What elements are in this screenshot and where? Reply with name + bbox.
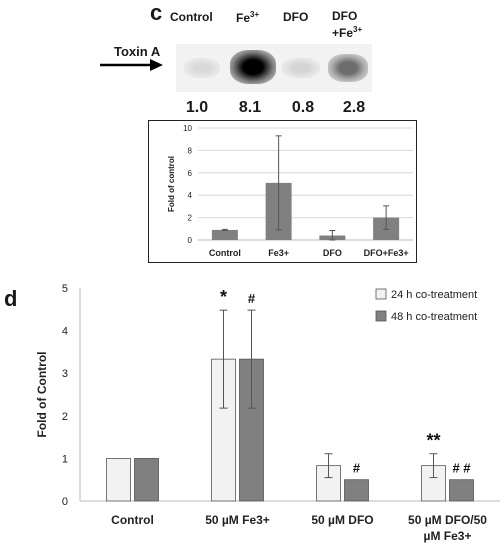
chart-d-y-axis-label: Fold of Control — [35, 352, 49, 438]
chart-d-ytick-label: 0 — [62, 496, 68, 508]
chart-d-legend-label: 48 h co-treatment — [391, 311, 477, 323]
chart-c: 0 2 4 6 8 10 Fold of control Control Fe3+ DFO DFO+… — [148, 120, 417, 263]
chart-c-ytick-label: 2 — [188, 214, 193, 223]
chart-d-significance-mark: # — [248, 291, 256, 306]
chart-d-ytick-label: 1 — [62, 453, 68, 465]
blot-label: Toxin A — [114, 44, 161, 59]
panel-c-label: c — [150, 0, 163, 25]
chart-d-legend-swatch — [375, 310, 387, 322]
band-fe — [230, 50, 276, 84]
chart-d-legend-swatch — [375, 288, 387, 300]
lane-label-dfo: DFO — [283, 10, 309, 24]
chart-d-ytick-label: 5 — [62, 283, 68, 295]
chart-c-category-label: Control — [209, 248, 241, 258]
panel-d-label: d — [4, 286, 18, 311]
chart-c-ytick-label: 0 — [188, 236, 193, 245]
lane-label-control: Control — [170, 10, 213, 24]
chart-d-significance-mark: * — [220, 287, 227, 307]
chart-d-ytick-label: 3 — [62, 368, 68, 380]
chart-d-category-label: 50 µM DFO — [311, 513, 373, 527]
band-control — [184, 58, 220, 78]
band-dfo — [282, 58, 320, 78]
chart-d-category-label: 50 µM DFO/50 — [408, 513, 487, 527]
chart-d-significance-mark: # — [353, 461, 361, 476]
arrow-right-icon — [100, 59, 163, 71]
chart-d-bar — [106, 457, 131, 502]
chart-d-category-label: 50 µM Fe3+ — [205, 513, 270, 527]
band-value-dfo: 0.8 — [291, 99, 315, 116]
chart-d-bar — [344, 479, 369, 502]
chart-c-y-axis-label: Fold of control — [167, 156, 176, 212]
lane-label-dfo-fe: DFO +Fe3+ — [332, 9, 363, 40]
chart-c-category-label: Fe3+ — [268, 248, 289, 258]
chart-c-ytick-label: 8 — [188, 146, 193, 155]
band-dfo-fe — [328, 54, 368, 82]
band-value-control: 1.0 — [185, 99, 209, 116]
chart-c-ytick-label: 10 — [183, 124, 192, 133]
western-blot — [176, 44, 372, 92]
chart-d-legend-label: 24 h co-treatment — [391, 289, 477, 301]
chart-c-bar — [211, 229, 238, 240]
lane-label-fe: Fe3+ — [236, 10, 260, 25]
chart-c-ytick-label: 6 — [188, 169, 193, 178]
chart-d-bar — [449, 479, 474, 502]
chart-d-category-label: µM Fe3+ — [424, 529, 472, 543]
chart-d-category-label: Control — [111, 513, 154, 527]
band-value-dfo-fe: 2.8 — [342, 99, 366, 116]
chart-d-ytick-label: 2 — [62, 411, 68, 423]
band-value-fe: 8.1 — [238, 99, 262, 116]
chart-d-significance-mark: ** — [426, 431, 440, 451]
chart-c-category-label: DFO+Fe3+ — [364, 248, 409, 258]
chart-c-category-label: DFO — [323, 248, 342, 258]
chart-d-bar — [134, 457, 159, 502]
chart-d-ytick-label: 4 — [62, 326, 68, 338]
chart-d-significance-mark: # # — [452, 461, 471, 476]
chart-c-ytick-label: 4 — [188, 191, 193, 200]
chart-d: 0 1 2 3 4 5 Fold of Control Control * #50 µM Fe3+… — [35, 283, 500, 543]
